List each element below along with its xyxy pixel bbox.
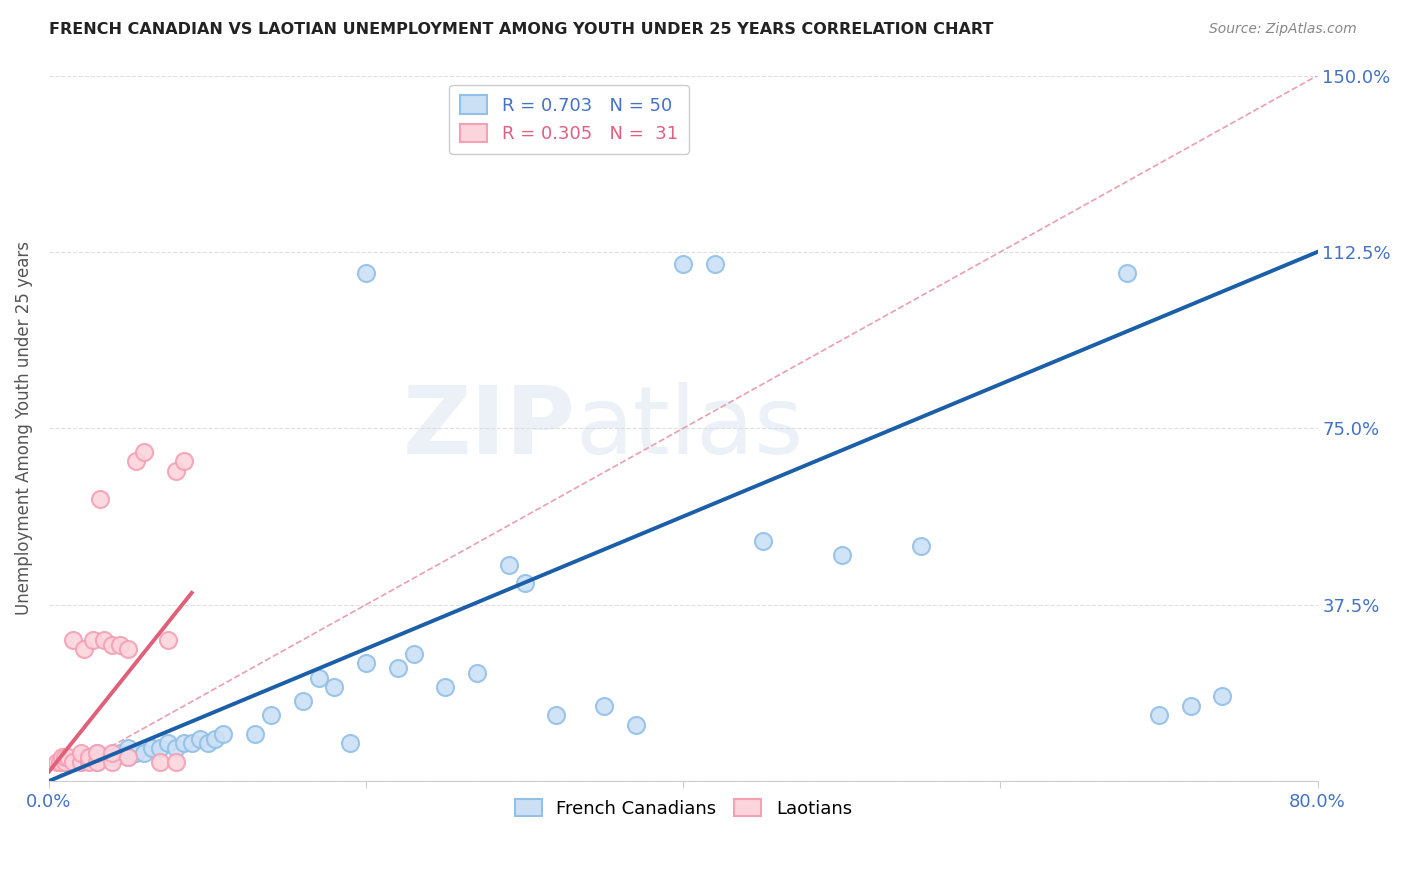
Point xyxy=(93,632,115,647)
Point xyxy=(62,755,84,769)
Point xyxy=(704,257,727,271)
Point xyxy=(1180,698,1202,713)
Point xyxy=(62,632,84,647)
Point xyxy=(125,746,148,760)
Point xyxy=(173,736,195,750)
Point xyxy=(1147,708,1170,723)
Point xyxy=(831,548,853,562)
Point xyxy=(73,642,96,657)
Text: ZIP: ZIP xyxy=(402,383,575,475)
Point xyxy=(53,755,76,769)
Point xyxy=(49,755,72,769)
Point xyxy=(156,632,179,647)
Point xyxy=(69,750,91,764)
Point xyxy=(101,746,124,760)
Point xyxy=(165,755,187,769)
Point xyxy=(173,454,195,468)
Point xyxy=(339,736,361,750)
Point xyxy=(86,746,108,760)
Point xyxy=(132,444,155,458)
Point xyxy=(188,731,211,746)
Point xyxy=(86,746,108,760)
Point xyxy=(89,491,111,506)
Point xyxy=(101,750,124,764)
Point xyxy=(434,680,457,694)
Point xyxy=(125,454,148,468)
Point xyxy=(243,727,266,741)
Point xyxy=(53,750,76,764)
Point xyxy=(156,736,179,750)
Point xyxy=(402,647,425,661)
Point xyxy=(387,661,409,675)
Point xyxy=(132,746,155,760)
Point xyxy=(165,741,187,756)
Point xyxy=(77,755,100,769)
Point xyxy=(260,708,283,723)
Point xyxy=(672,257,695,271)
Point xyxy=(69,755,91,769)
Point xyxy=(51,750,73,764)
Point xyxy=(77,750,100,764)
Point xyxy=(204,731,226,746)
Point xyxy=(291,694,314,708)
Point xyxy=(465,665,488,680)
Point xyxy=(101,638,124,652)
Point xyxy=(86,755,108,769)
Point xyxy=(323,680,346,694)
Point xyxy=(212,727,235,741)
Point xyxy=(624,717,647,731)
Point xyxy=(117,750,139,764)
Text: atlas: atlas xyxy=(575,383,804,475)
Point xyxy=(45,755,67,769)
Point xyxy=(93,750,115,764)
Point xyxy=(82,632,104,647)
Point xyxy=(149,741,172,756)
Point xyxy=(308,671,330,685)
Point xyxy=(180,736,202,750)
Point xyxy=(77,750,100,764)
Text: FRENCH CANADIAN VS LAOTIAN UNEMPLOYMENT AMONG YOUTH UNDER 25 YEARS CORRELATION C: FRENCH CANADIAN VS LAOTIAN UNEMPLOYMENT … xyxy=(49,22,994,37)
Point xyxy=(141,741,163,756)
Point xyxy=(101,755,124,769)
Point xyxy=(546,708,568,723)
Point xyxy=(354,266,377,280)
Point xyxy=(86,755,108,769)
Text: Source: ZipAtlas.com: Source: ZipAtlas.com xyxy=(1209,22,1357,37)
Point xyxy=(110,638,132,652)
Point xyxy=(751,534,773,549)
Point xyxy=(117,642,139,657)
Point xyxy=(117,750,139,764)
Point xyxy=(56,750,79,764)
Legend: French Canadians, Laotians: French Canadians, Laotians xyxy=(508,792,859,825)
Point xyxy=(593,698,616,713)
Point xyxy=(69,755,91,769)
Point xyxy=(910,539,932,553)
Point xyxy=(69,746,91,760)
Point xyxy=(513,576,536,591)
Y-axis label: Unemployment Among Youth under 25 years: Unemployment Among Youth under 25 years xyxy=(15,241,32,615)
Point xyxy=(1116,266,1139,280)
Point xyxy=(110,746,132,760)
Point xyxy=(53,755,76,769)
Point xyxy=(62,755,84,769)
Point xyxy=(149,755,172,769)
Point xyxy=(354,657,377,671)
Point xyxy=(1211,690,1233,704)
Point xyxy=(165,464,187,478)
Point xyxy=(197,736,219,750)
Point xyxy=(117,741,139,756)
Point xyxy=(498,558,520,572)
